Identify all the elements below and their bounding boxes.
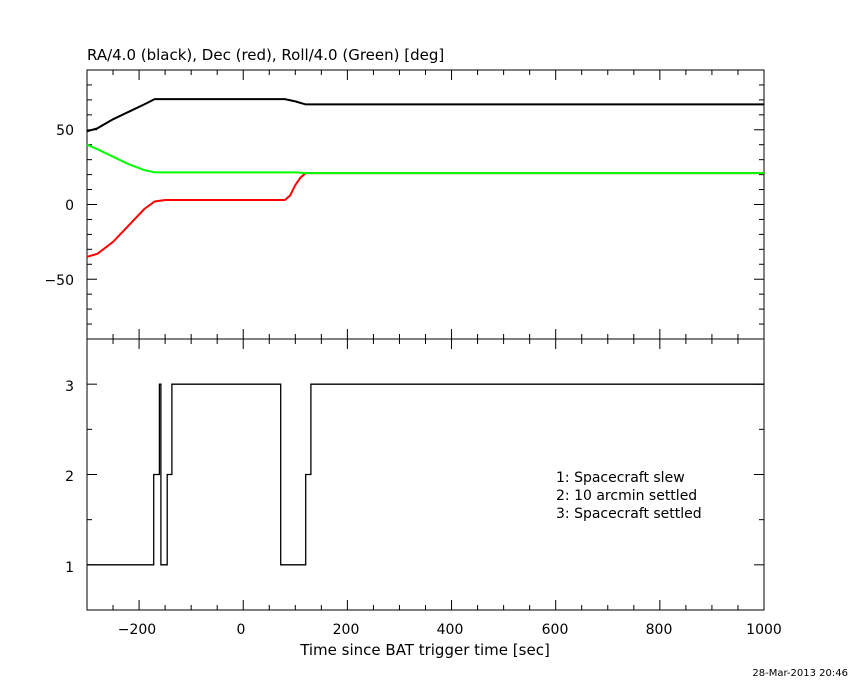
x-tick-label: 0 [237, 622, 246, 638]
x-tick-label: 600 [542, 622, 569, 638]
top-panel-ticks [86, 69, 765, 340]
x-tick-labels: −200 0 200 400 600 800 1000 [118, 622, 782, 638]
legend-entry: 1: Spacecraft slew [556, 470, 685, 486]
y-tick-label: 3 [65, 379, 74, 395]
top-panel-axes [86, 69, 765, 340]
y-tick-label: 2 [65, 469, 74, 485]
x-tick-label: 1000 [746, 622, 782, 638]
legend-entry: 3: Spacecraft settled [556, 506, 702, 522]
timestamp: 28-Mar-2013 20:46 [752, 668, 848, 679]
bottom-panel-ticks [86, 339, 765, 610]
y-tick-label: 1 [65, 560, 74, 576]
y-tick-label: 50 [56, 123, 74, 139]
legend: 1: Spacecraft slew 2: 10 arcmin settled … [556, 470, 702, 522]
x-tick-label: 200 [333, 622, 360, 638]
y-tick-label: −50 [44, 273, 74, 289]
bottom-panel-y-tick-labels: 1 2 3 [65, 379, 74, 576]
series-line-0 [86, 98, 764, 133]
x-axis-label: Time since BAT trigger time [sec] [299, 641, 550, 659]
status-step-line-0 [87, 383, 764, 566]
x-tick-label: 400 [437, 622, 464, 638]
top-panel-y-tick-labels: 50 0 −50 [44, 123, 74, 289]
legend-entry: 2: 10 arcmin settled [556, 488, 697, 504]
chart-title: RA/4.0 (black), Dec (red), Roll/4.0 (Gre… [87, 46, 444, 64]
x-tick-label: −200 [118, 622, 156, 638]
y-tick-label: 0 [65, 198, 74, 214]
series-line-2 [86, 143, 764, 175]
top-panel-series [86, 98, 764, 258]
series-line-1 [86, 172, 764, 258]
bottom-panel-series [87, 383, 764, 566]
x-tick-label: 800 [646, 622, 673, 638]
top-panel-frame [86, 69, 765, 340]
